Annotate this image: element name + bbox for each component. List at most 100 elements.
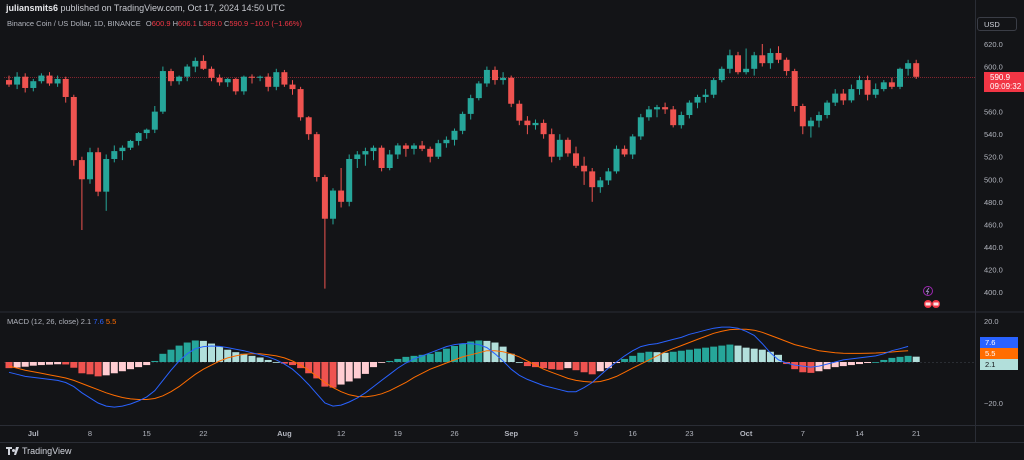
candle-body[interactable] bbox=[905, 63, 912, 69]
symbol-name[interactable]: Binance Coin / US Dollar, 1D, BINANCE bbox=[7, 19, 141, 28]
currency-button[interactable]: USD bbox=[977, 17, 1017, 31]
candle-body[interactable] bbox=[880, 82, 887, 90]
candle-body[interactable] bbox=[508, 77, 515, 104]
candle-body[interactable] bbox=[394, 145, 401, 155]
candle-body[interactable] bbox=[192, 60, 199, 67]
candle-body[interactable] bbox=[743, 68, 750, 73]
candle-body[interactable] bbox=[500, 77, 507, 81]
candle-body[interactable] bbox=[621, 148, 628, 155]
candle-body[interactable] bbox=[589, 171, 596, 188]
candle-body[interactable] bbox=[435, 143, 442, 157]
candle-body[interactable] bbox=[573, 153, 579, 166]
candle-body[interactable] bbox=[459, 113, 466, 131]
candle-body[interactable] bbox=[151, 111, 158, 130]
candle-body[interactable] bbox=[532, 122, 539, 126]
candle-body[interactable] bbox=[208, 68, 215, 78]
candle-body[interactable] bbox=[216, 77, 223, 83]
candle-body[interactable] bbox=[354, 154, 361, 159]
candle-body[interactable] bbox=[265, 76, 272, 87]
candle-body[interactable] bbox=[783, 59, 790, 72]
candle-body[interactable] bbox=[378, 147, 385, 168]
candle-body[interactable] bbox=[111, 151, 118, 159]
macd-legend[interactable]: MACD (12, 26, close) 2.1 7.6 5.5 bbox=[7, 317, 116, 326]
candle-body[interactable] bbox=[694, 96, 701, 103]
candle-body[interactable] bbox=[767, 53, 774, 64]
candle-body[interactable] bbox=[78, 160, 85, 180]
candle-body[interactable] bbox=[95, 152, 102, 192]
candle-body[interactable] bbox=[103, 158, 110, 192]
candle-body[interactable] bbox=[168, 71, 174, 82]
candle-body[interactable] bbox=[176, 76, 183, 82]
candle-body[interactable] bbox=[200, 60, 207, 69]
candle-body[interactable] bbox=[678, 115, 685, 126]
candle-body[interactable] bbox=[54, 78, 61, 84]
candle-body[interactable] bbox=[62, 78, 69, 97]
candle-body[interactable] bbox=[524, 120, 531, 126]
candle-body[interactable] bbox=[807, 120, 814, 127]
candle-body[interactable] bbox=[832, 93, 839, 103]
candle-body[interactable] bbox=[30, 81, 37, 88]
candle-body[interactable] bbox=[232, 78, 239, 92]
candle-body[interactable] bbox=[159, 71, 166, 112]
candle-body[interactable] bbox=[605, 171, 612, 181]
candle-body[interactable] bbox=[670, 109, 677, 126]
candle-body[interactable] bbox=[799, 106, 806, 127]
candle-body[interactable] bbox=[759, 55, 766, 64]
candle-body[interactable] bbox=[338, 190, 345, 202]
candle-body[interactable] bbox=[427, 148, 434, 157]
candle-body[interactable] bbox=[313, 134, 320, 178]
candle-body[interactable] bbox=[14, 76, 21, 85]
candle-body[interactable] bbox=[913, 63, 920, 77]
candle-body[interactable] bbox=[87, 152, 93, 180]
candle-body[interactable] bbox=[791, 71, 798, 106]
candle-body[interactable] bbox=[443, 139, 450, 144]
candle-body[interactable] bbox=[273, 72, 280, 87]
candle-body[interactable] bbox=[637, 117, 644, 137]
candle-body[interactable] bbox=[257, 76, 264, 78]
candle-body[interactable] bbox=[70, 96, 77, 161]
candle-body[interactable] bbox=[654, 107, 660, 110]
candle-body[interactable] bbox=[848, 89, 855, 101]
candle-body[interactable] bbox=[686, 102, 693, 116]
candle-body[interactable] bbox=[540, 122, 547, 135]
candle-body[interactable] bbox=[297, 89, 304, 118]
candle-body[interactable] bbox=[816, 115, 822, 121]
candle-body[interactable] bbox=[864, 80, 871, 95]
candle-body[interactable] bbox=[897, 68, 903, 87]
candle-body[interactable] bbox=[548, 134, 555, 157]
candle-body[interactable] bbox=[411, 145, 417, 149]
candle-body[interactable] bbox=[613, 148, 620, 172]
candle-body[interactable] bbox=[289, 84, 296, 90]
candle-body[interactable] bbox=[710, 80, 717, 95]
candle-body[interactable] bbox=[119, 147, 126, 152]
candle-body[interactable] bbox=[556, 139, 563, 157]
candle-body[interactable] bbox=[581, 165, 588, 172]
candle-body[interactable] bbox=[726, 55, 733, 69]
candle-body[interactable] bbox=[645, 109, 652, 118]
candle-body[interactable] bbox=[127, 140, 134, 148]
candle-body[interactable] bbox=[824, 102, 831, 116]
candle-body[interactable] bbox=[346, 158, 353, 202]
candle-body[interactable] bbox=[775, 53, 782, 60]
candle-body[interactable] bbox=[662, 107, 669, 110]
event-lightning-icon[interactable] bbox=[923, 286, 933, 296]
candle-body[interactable] bbox=[516, 103, 523, 121]
candle-body[interactable] bbox=[451, 130, 458, 140]
candle-body[interactable] bbox=[475, 83, 482, 99]
candle-body[interactable] bbox=[718, 68, 725, 81]
candle-body[interactable] bbox=[370, 147, 377, 152]
candle-body[interactable] bbox=[840, 93, 847, 101]
candle-body[interactable] bbox=[483, 69, 490, 84]
candle-body[interactable] bbox=[564, 139, 571, 154]
candle-body[interactable] bbox=[597, 180, 604, 188]
candle-body[interactable] bbox=[305, 117, 312, 135]
candle-body[interactable] bbox=[330, 190, 336, 219]
candle-body[interactable] bbox=[362, 151, 369, 155]
candle-body[interactable] bbox=[872, 89, 879, 95]
candle-body[interactable] bbox=[629, 136, 636, 155]
candle-body[interactable] bbox=[184, 66, 191, 77]
candle-body[interactable] bbox=[22, 76, 29, 88]
candle-body[interactable] bbox=[135, 133, 142, 141]
candle-body[interactable] bbox=[281, 72, 288, 85]
